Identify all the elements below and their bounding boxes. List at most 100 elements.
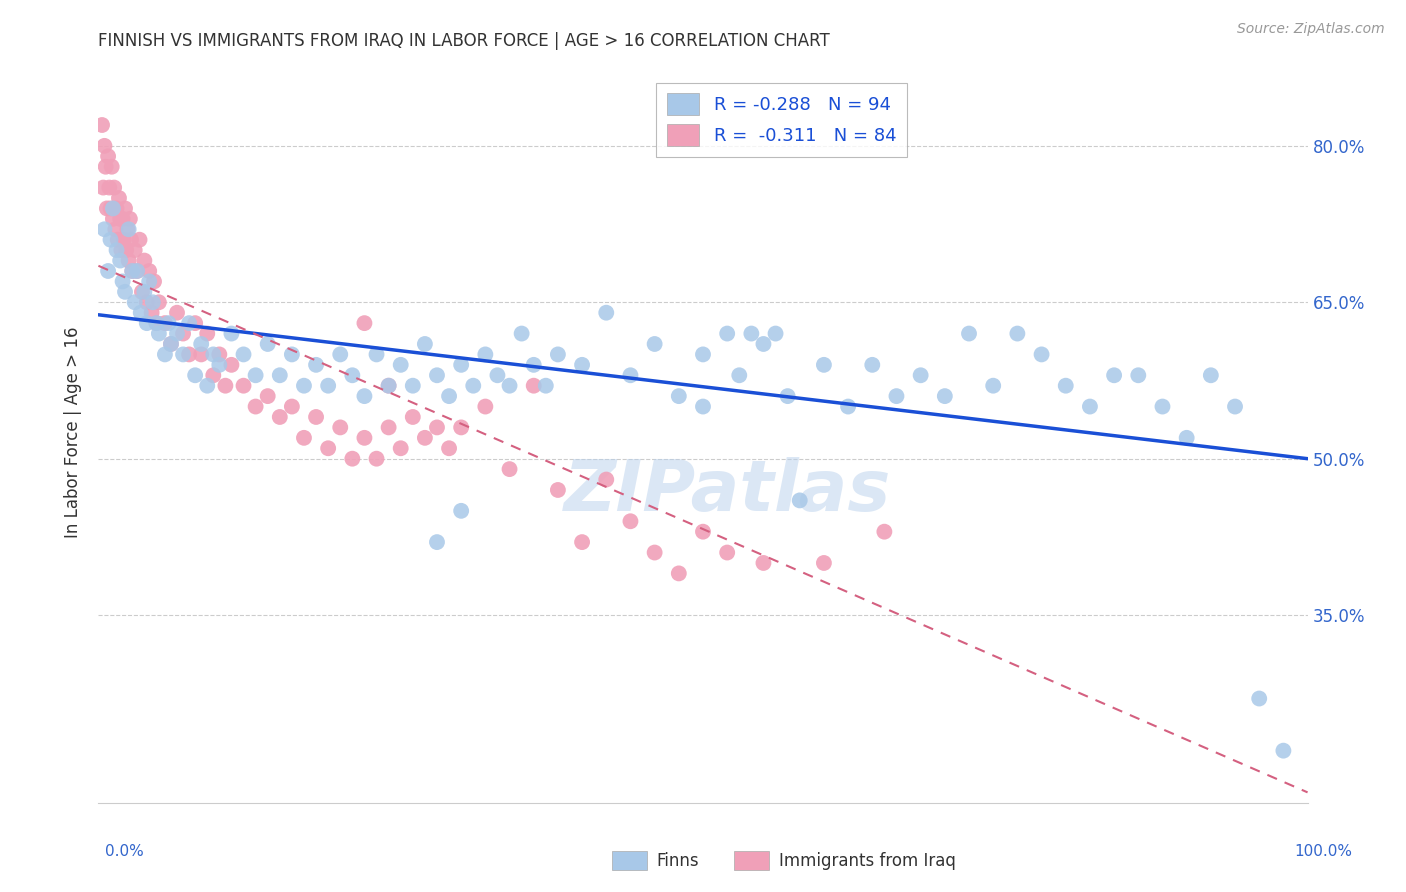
Point <box>179 316 201 330</box>
Point <box>389 442 412 456</box>
Point <box>1054 378 1077 392</box>
Point <box>107 233 129 247</box>
Point <box>402 378 425 392</box>
Point <box>127 264 149 278</box>
Point <box>118 211 141 226</box>
Point <box>160 337 183 351</box>
Point <box>208 358 231 372</box>
Point <box>498 378 520 392</box>
Point <box>1031 347 1053 361</box>
Point <box>232 347 254 361</box>
Point <box>115 243 138 257</box>
Point <box>389 358 412 372</box>
Point <box>305 409 328 424</box>
Point <box>166 306 188 320</box>
Text: Finns: Finns <box>657 852 699 870</box>
Point <box>692 524 714 539</box>
Point <box>292 378 315 392</box>
Point <box>450 420 472 434</box>
Point <box>202 347 225 361</box>
Point <box>668 389 690 403</box>
Point <box>110 243 132 257</box>
Point <box>1007 326 1029 341</box>
Point <box>91 118 114 132</box>
Point <box>269 409 291 424</box>
Point <box>644 337 666 351</box>
Point <box>118 253 141 268</box>
Point <box>413 337 436 351</box>
Y-axis label: In Labor Force | Age > 16: In Labor Force | Age > 16 <box>65 326 83 539</box>
Point <box>463 378 485 392</box>
Point <box>104 222 127 236</box>
Point <box>172 347 194 361</box>
Point <box>342 368 364 383</box>
Point <box>131 285 153 299</box>
Point <box>105 202 128 216</box>
Point <box>523 358 546 372</box>
Point <box>377 420 399 434</box>
Point <box>121 264 143 278</box>
Text: 0.0%: 0.0% <box>105 845 145 859</box>
Point <box>571 535 593 549</box>
Point <box>510 326 533 341</box>
Point <box>93 222 115 236</box>
Point <box>413 431 436 445</box>
Point <box>184 316 207 330</box>
Point <box>450 504 472 518</box>
Point <box>1199 368 1222 383</box>
FancyBboxPatch shape <box>612 851 647 871</box>
Point <box>366 451 388 466</box>
Point <box>329 347 352 361</box>
Point <box>910 368 932 383</box>
Point <box>138 274 160 288</box>
Point <box>127 264 149 278</box>
Point <box>101 202 124 216</box>
Point <box>221 326 243 341</box>
Point <box>534 378 557 392</box>
Point <box>813 556 835 570</box>
Point <box>1175 431 1198 445</box>
Point <box>1249 691 1271 706</box>
Point <box>103 180 125 194</box>
Point <box>366 347 388 361</box>
Point <box>353 389 375 403</box>
Point <box>1102 368 1125 383</box>
Point <box>93 139 115 153</box>
Point <box>172 326 194 341</box>
Point <box>195 378 218 392</box>
Point <box>120 233 142 247</box>
Point <box>94 160 117 174</box>
Point <box>329 420 352 434</box>
Point <box>813 358 835 372</box>
Point <box>118 222 141 236</box>
Point <box>141 306 163 320</box>
Point <box>190 347 212 361</box>
Point <box>377 378 399 392</box>
Point <box>292 431 315 445</box>
Point <box>256 337 278 351</box>
Point <box>619 514 641 528</box>
Point <box>145 316 167 330</box>
Point <box>153 347 176 361</box>
Point <box>305 358 328 372</box>
Point <box>353 431 375 445</box>
Point <box>134 253 156 268</box>
Point <box>571 358 593 372</box>
Point <box>135 316 157 330</box>
Point <box>316 442 339 456</box>
Point <box>202 368 225 383</box>
Point <box>135 295 157 310</box>
Point <box>143 274 166 288</box>
Point <box>138 264 160 278</box>
Point <box>402 409 425 424</box>
Point <box>595 473 617 487</box>
Point <box>100 202 122 216</box>
Text: ZIPatlas: ZIPatlas <box>564 458 891 526</box>
Point <box>98 180 121 194</box>
Point <box>789 493 811 508</box>
Point <box>426 420 449 434</box>
Point <box>111 274 134 288</box>
Point <box>437 442 460 456</box>
Text: Source: ZipAtlas.com: Source: ZipAtlas.com <box>1237 22 1385 37</box>
Point <box>214 378 236 392</box>
